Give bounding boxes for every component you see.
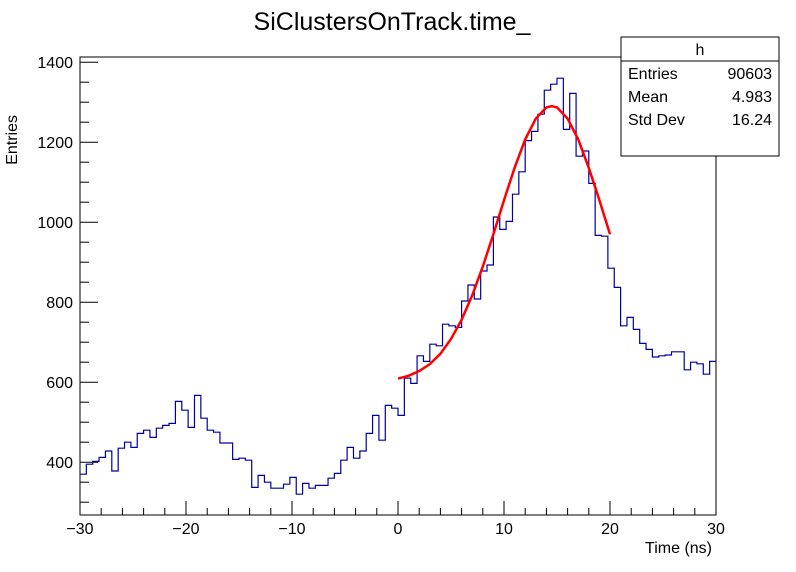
stats-label-stddev: Std Dev bbox=[628, 112, 685, 129]
y-tick-label: 1400 bbox=[37, 55, 73, 72]
y-tick-label: 400 bbox=[46, 455, 73, 472]
stats-label-entries: Entries bbox=[628, 66, 678, 83]
x-tick-label: −10 bbox=[278, 521, 305, 538]
x-tick-label: 30 bbox=[707, 521, 725, 538]
x-axis-label: Time (ns) bbox=[645, 540, 712, 557]
y-tick-label: 600 bbox=[46, 375, 73, 392]
y-axis-label: Entries bbox=[4, 115, 21, 165]
stats-value-stddev: 16.24 bbox=[732, 112, 772, 129]
histogram-line bbox=[80, 77, 716, 495]
fit-curve bbox=[397, 104, 612, 380]
stats-box: h Entries 90603 Mean 4.983 Std Dev 16.24 bbox=[620, 36, 780, 157]
x-tick-label: 0 bbox=[394, 521, 403, 538]
stats-value-entries: 90603 bbox=[728, 66, 773, 83]
x-tick-label: 10 bbox=[495, 521, 513, 538]
stats-value-mean: 4.983 bbox=[732, 89, 772, 106]
y-tick-label: 1200 bbox=[37, 135, 73, 152]
stats-label-mean: Mean bbox=[628, 89, 668, 106]
x-tick-label: 20 bbox=[601, 521, 619, 538]
y-tick-label: 800 bbox=[46, 295, 73, 312]
axes: −30 −20 −10 0 10 20 30 400 600 800 1000 1200 1400 bbox=[37, 55, 725, 538]
y-tick-label: 1000 bbox=[37, 215, 73, 232]
stats-title: h bbox=[696, 42, 705, 59]
x-tick-label: −30 bbox=[66, 521, 93, 538]
x-tick-label: −20 bbox=[172, 521, 199, 538]
chart-title: SiClustersOnTrack.time_ bbox=[254, 8, 532, 36]
